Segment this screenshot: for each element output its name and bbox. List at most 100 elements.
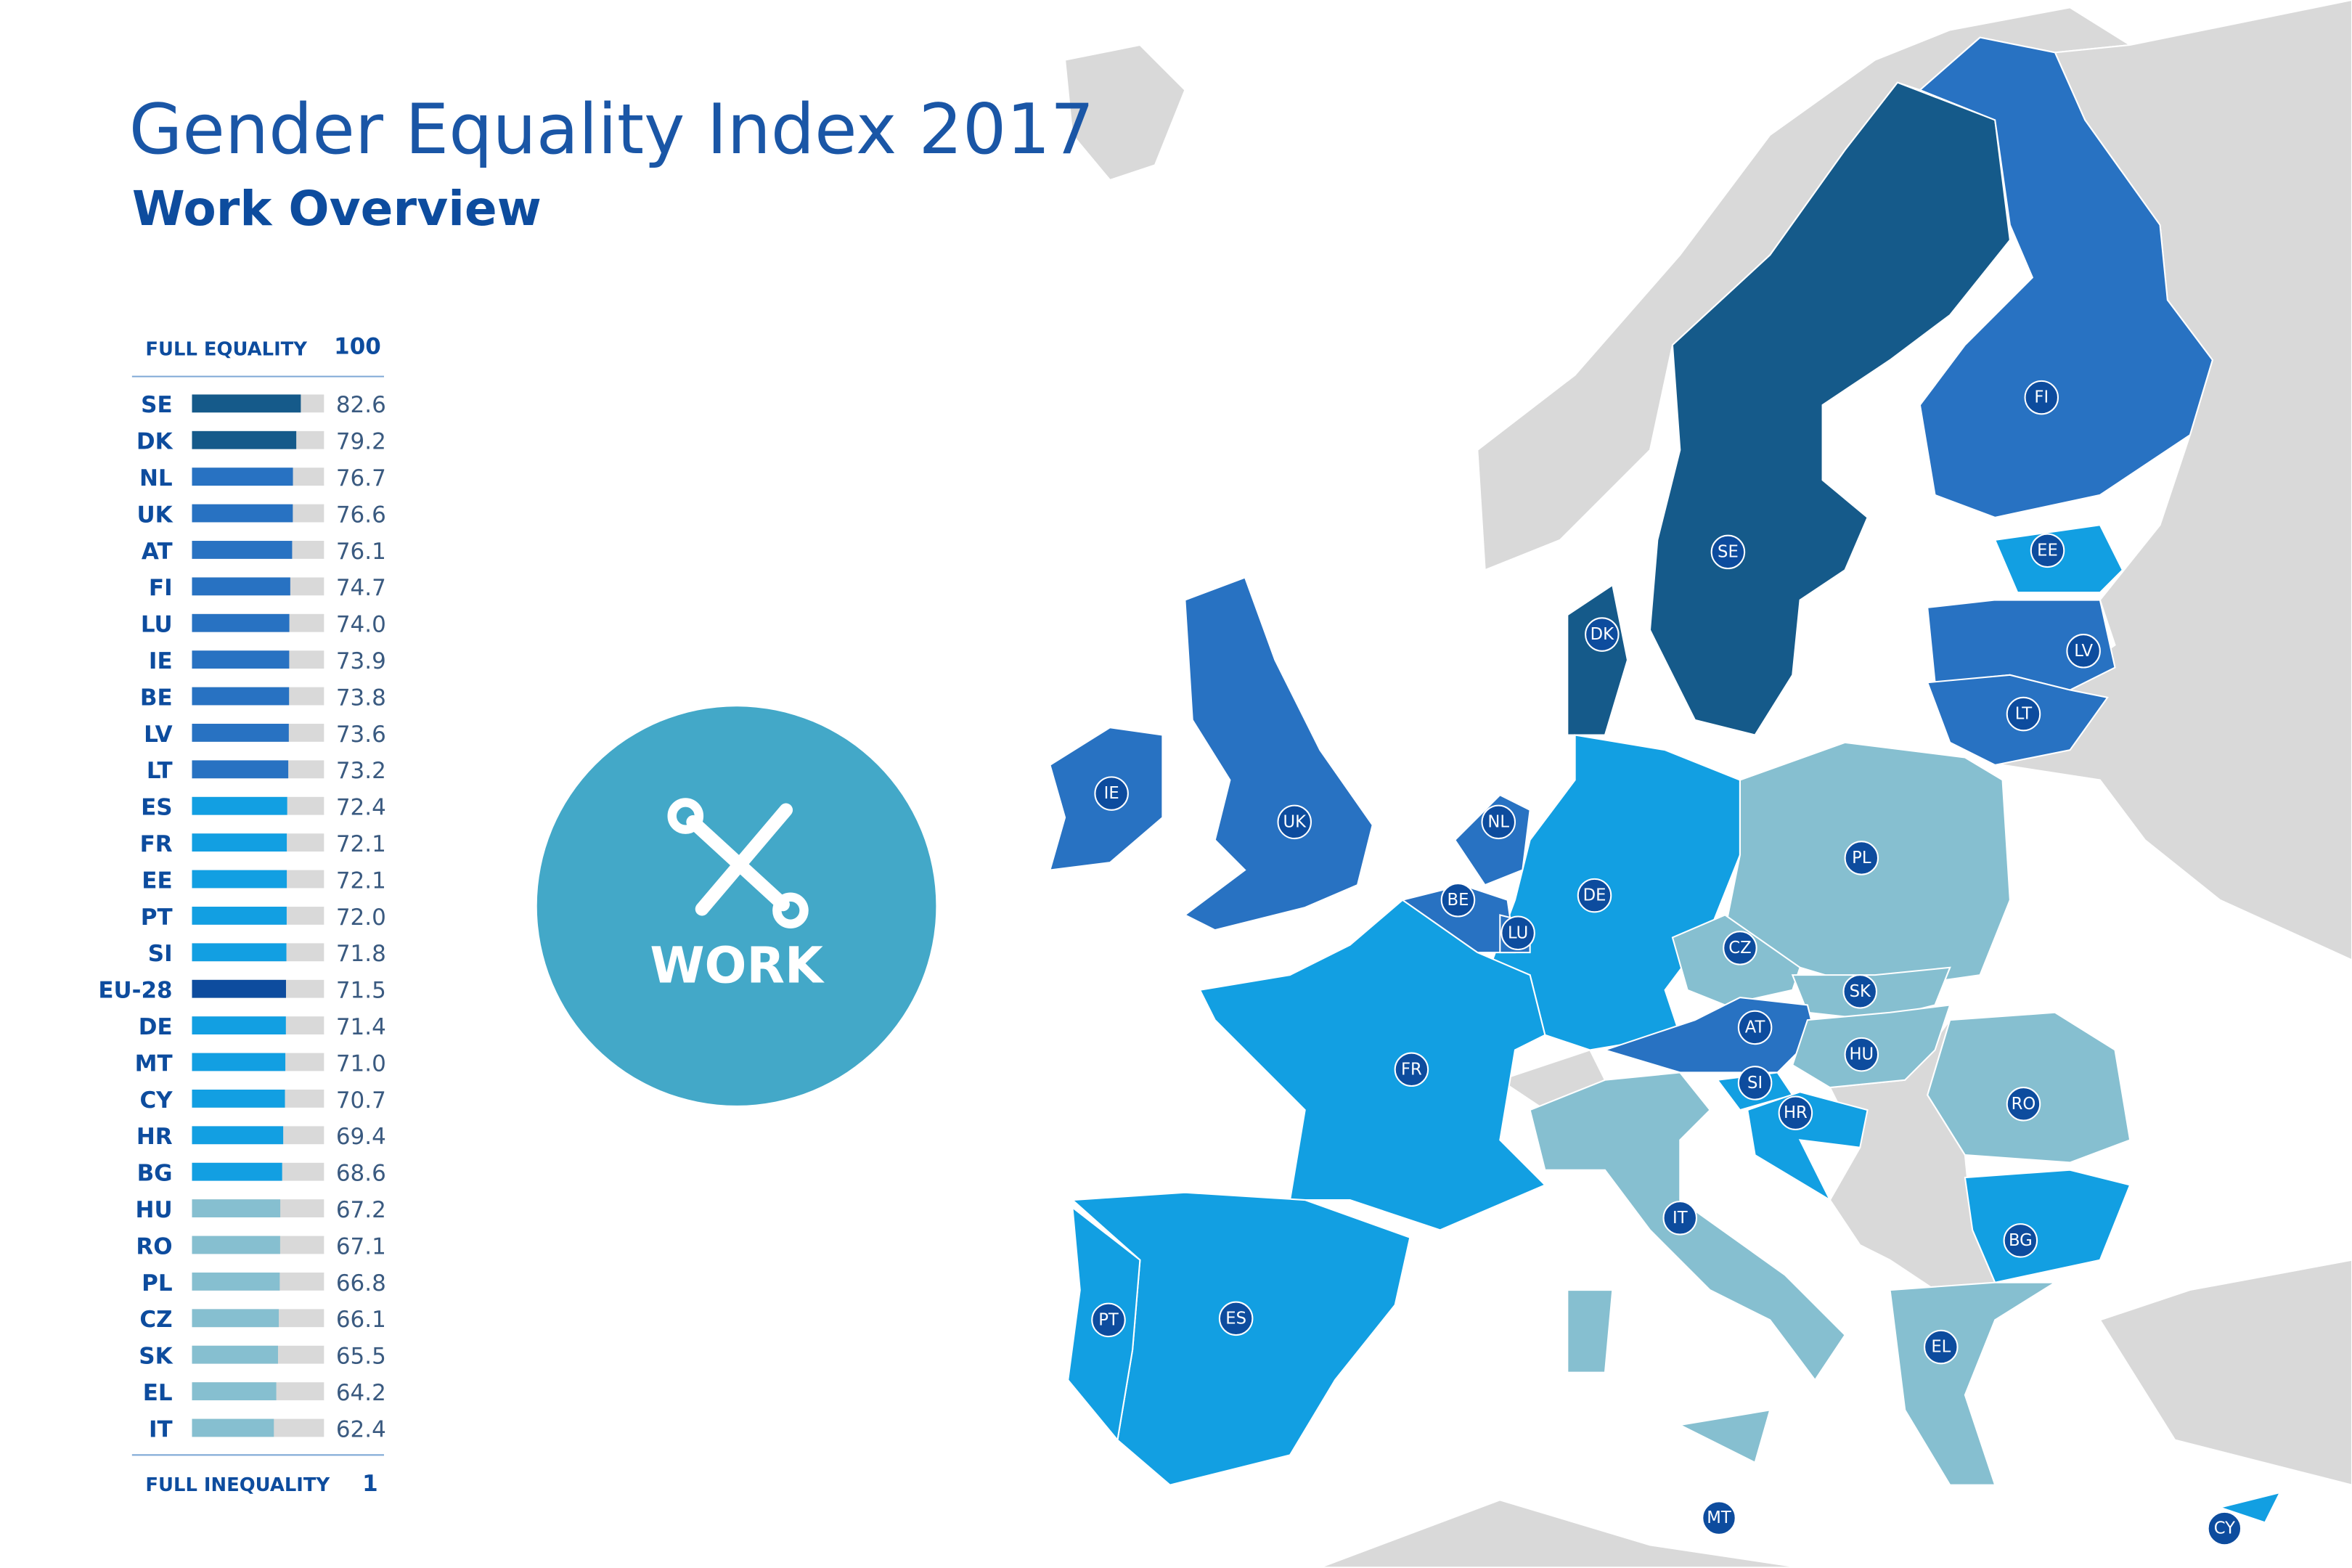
bar (192, 504, 293, 523)
category-label: BG (137, 1161, 173, 1187)
map-label: RO (2012, 1095, 2036, 1114)
value-label: 71.0 (336, 1050, 386, 1077)
category-label: EU-28 (98, 978, 172, 1004)
bar (192, 1090, 285, 1108)
map-label: UK (1283, 812, 1307, 831)
bar (192, 613, 290, 632)
category-label: MT (135, 1050, 173, 1077)
scale-min: 1 (362, 1471, 378, 1497)
bar (192, 1162, 282, 1181)
value-label: 82.6 (336, 392, 386, 418)
category-label: EE (142, 867, 172, 894)
bar (192, 760, 289, 779)
top-label: FULL EQUALITY (145, 339, 307, 361)
category-label: AT (142, 539, 173, 565)
category-label: SE (141, 392, 172, 418)
map-label: IE (1104, 784, 1119, 803)
category-label: IE (149, 648, 173, 674)
bar (192, 1418, 274, 1437)
bottom-label: FULL INEQUALITY (145, 1474, 330, 1496)
map-label: AT (1745, 1018, 1765, 1037)
bar (192, 1199, 281, 1217)
map-label: EL (1931, 1338, 1951, 1357)
country (1918, 36, 2213, 518)
value-label: 67.1 (336, 1233, 386, 1259)
category-label: DK (136, 429, 173, 455)
category-label: PL (142, 1270, 172, 1297)
bar (192, 577, 290, 596)
bar (192, 1272, 280, 1291)
map-label: MT (1707, 1508, 1731, 1527)
country (1183, 576, 1373, 931)
value-label: 66.1 (336, 1307, 386, 1333)
land (1063, 44, 1186, 181)
map-label: FR (1401, 1060, 1422, 1079)
badge-icon (667, 798, 809, 929)
map-label: CZ (1728, 939, 1751, 957)
map-label: SK (1850, 982, 1871, 1001)
map-label: NL (1487, 812, 1509, 831)
value-label: 79.2 (336, 429, 386, 455)
category-label: LV (144, 722, 172, 748)
bar (192, 1382, 277, 1400)
country (1199, 899, 1547, 1231)
scale-max: 100 (334, 334, 381, 360)
value-label: 65.5 (336, 1344, 386, 1370)
country (1567, 584, 1629, 736)
category-label: FR (140, 831, 173, 857)
map-label: IT (1673, 1209, 1688, 1228)
value-label: 72.1 (336, 831, 386, 857)
bar (192, 943, 287, 962)
bar (192, 796, 287, 815)
value-label: 64.2 (336, 1380, 386, 1406)
value-label: 73.8 (336, 685, 386, 711)
category-label: LU (141, 612, 173, 638)
value-label: 73.2 (336, 758, 386, 784)
category-label: CZ (139, 1307, 172, 1333)
category-label: BE (140, 685, 173, 711)
country (1964, 1169, 2131, 1283)
bar (192, 1236, 280, 1254)
bar (192, 1345, 278, 1364)
map-label: LU (1508, 923, 1528, 942)
country (1889, 1281, 2058, 1486)
chart-title: Gender Equality Index 2017 (129, 90, 1095, 170)
value-label: 69.4 (336, 1124, 386, 1150)
bar (192, 833, 287, 852)
land (1320, 1499, 1800, 1568)
category-label: CY (139, 1087, 173, 1114)
value-label: 76.7 (336, 465, 386, 491)
work-badge: WORK (536, 706, 936, 1106)
chart-subtitle: Work Overview (132, 181, 542, 237)
category-label: UK (136, 502, 173, 528)
category-label: IT (149, 1416, 173, 1442)
bar (192, 430, 297, 449)
category-label: SK (139, 1344, 173, 1370)
country (1747, 1091, 1869, 1202)
badge-circle (536, 706, 936, 1106)
category-label: PT (141, 905, 173, 931)
country (1649, 81, 2011, 736)
map-label: PL (1852, 849, 1871, 867)
category-label: FI (149, 575, 173, 601)
value-label: 68.6 (336, 1161, 386, 1187)
map-label: FI (2034, 388, 2049, 407)
value-label: 66.8 (336, 1270, 386, 1297)
value-label: 76.1 (336, 539, 386, 565)
category-label: HU (136, 1197, 173, 1223)
bar (192, 687, 290, 706)
value-label: 62.4 (336, 1416, 386, 1442)
bar (192, 724, 289, 742)
category-label: LT (147, 758, 173, 784)
map-labels: FI SE EE LV LT DK IE UK NL BE LU DE PL C… (1091, 380, 2242, 1546)
map-label: BG (2009, 1231, 2033, 1250)
value-label: 72.4 (336, 795, 386, 821)
value-label: 73.9 (336, 648, 386, 674)
map-label: DK (1591, 625, 1614, 644)
bar (192, 870, 287, 889)
map-label: LV (2074, 642, 2093, 661)
value-label: 67.2 (336, 1197, 386, 1223)
map-label: CY (2214, 1519, 2235, 1538)
